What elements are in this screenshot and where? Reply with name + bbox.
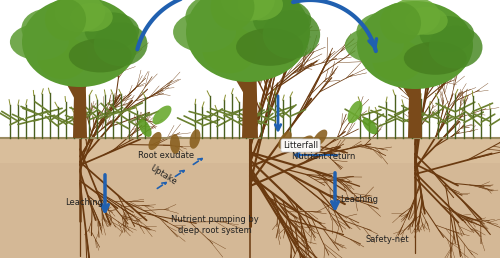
Ellipse shape	[236, 28, 304, 66]
Ellipse shape	[404, 42, 467, 75]
Ellipse shape	[37, 36, 88, 79]
Ellipse shape	[70, 3, 112, 31]
Text: Nutrient pumping by
deep root system: Nutrient pumping by deep root system	[171, 215, 259, 235]
Text: Root exudate: Root exudate	[138, 151, 194, 160]
Text: Leaching: Leaching	[65, 198, 103, 207]
Ellipse shape	[406, 7, 448, 35]
Ellipse shape	[202, 26, 256, 74]
Ellipse shape	[253, 0, 312, 40]
Ellipse shape	[372, 39, 423, 82]
Ellipse shape	[22, 9, 75, 49]
Polygon shape	[408, 78, 422, 138]
Polygon shape	[152, 106, 172, 124]
Ellipse shape	[69, 38, 132, 72]
Ellipse shape	[357, 1, 473, 89]
Bar	[0, 138, 500, 163]
Ellipse shape	[345, 27, 404, 63]
Polygon shape	[148, 132, 162, 150]
Ellipse shape	[380, 3, 421, 44]
Ellipse shape	[186, 0, 242, 39]
Ellipse shape	[173, 12, 236, 52]
Ellipse shape	[55, 0, 105, 32]
Ellipse shape	[84, 12, 139, 49]
Bar	[0, 138, 500, 258]
Ellipse shape	[45, 0, 86, 41]
Ellipse shape	[221, 0, 275, 21]
Ellipse shape	[238, 0, 283, 20]
Text: Safety-net: Safety-net	[365, 235, 408, 244]
Ellipse shape	[356, 12, 410, 51]
Polygon shape	[242, 70, 258, 138]
Text: Uptake: Uptake	[148, 164, 178, 187]
Polygon shape	[362, 118, 378, 134]
Ellipse shape	[22, 0, 138, 87]
Text: Leaching: Leaching	[340, 195, 378, 204]
Polygon shape	[348, 101, 362, 123]
Ellipse shape	[10, 24, 69, 60]
Polygon shape	[297, 135, 313, 151]
Polygon shape	[73, 78, 87, 138]
Ellipse shape	[94, 22, 148, 66]
Ellipse shape	[186, 0, 310, 82]
Ellipse shape	[390, 0, 440, 35]
Ellipse shape	[210, 0, 254, 30]
Polygon shape	[312, 130, 328, 147]
Ellipse shape	[428, 26, 482, 69]
Text: Nutrient return: Nutrient return	[292, 152, 356, 161]
Polygon shape	[190, 129, 200, 149]
Polygon shape	[138, 119, 151, 137]
Polygon shape	[278, 131, 292, 149]
Text: Litterfall: Litterfall	[283, 141, 318, 150]
Ellipse shape	[420, 16, 474, 52]
Polygon shape	[170, 134, 180, 154]
Ellipse shape	[262, 10, 320, 59]
